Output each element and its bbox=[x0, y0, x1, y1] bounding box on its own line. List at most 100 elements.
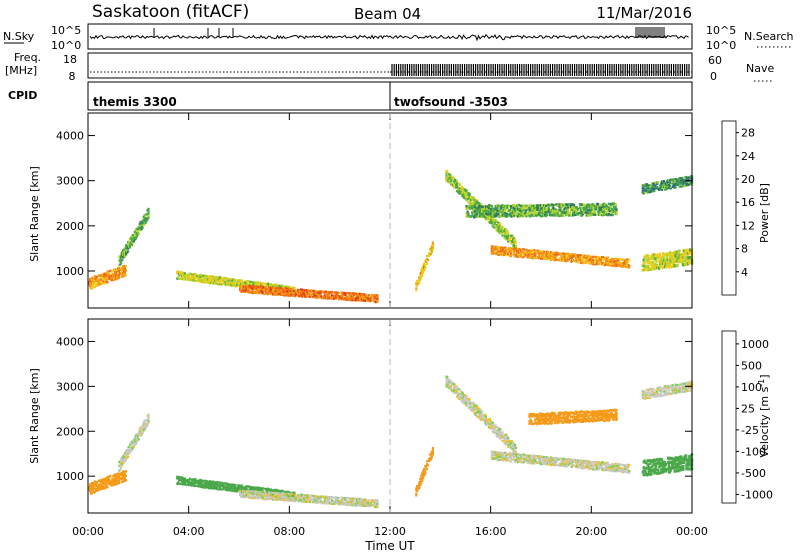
power-echo-cell-7 bbox=[541, 204, 544, 207]
power-echo-cell-0 bbox=[112, 269, 115, 273]
power-echo-cell-9 bbox=[642, 187, 645, 190]
power-echo-cell-3 bbox=[263, 293, 266, 296]
power-echo-cell-7 bbox=[465, 212, 468, 215]
power-echo-cell-5 bbox=[506, 230, 509, 233]
power-echo-cell-6 bbox=[514, 253, 518, 256]
power-echo-cell-3 bbox=[291, 287, 294, 290]
velocity-echo-cell-1 bbox=[147, 415, 150, 418]
velocity-echo-cell-2 bbox=[234, 484, 237, 487]
velocity-echo-cells bbox=[88, 375, 694, 509]
power-echo-cell-5 bbox=[457, 189, 461, 192]
power-echo-cell-8 bbox=[674, 250, 677, 254]
power-echo-cell-6 bbox=[621, 264, 624, 267]
power-echo-cell-7 bbox=[496, 206, 499, 210]
power-echo-cell-7 bbox=[482, 208, 485, 211]
power-echo-cell-8 bbox=[676, 264, 679, 268]
power-echo-cell-0 bbox=[95, 275, 98, 278]
power-echo-cell-6 bbox=[542, 257, 546, 260]
power-echo-cell-8 bbox=[658, 256, 661, 260]
power-echo-cell-7 bbox=[544, 210, 548, 214]
velocity-echo-cell-6 bbox=[501, 456, 504, 459]
power-echo-cell-2 bbox=[200, 277, 203, 280]
velocity-echo-cell-5 bbox=[506, 440, 509, 443]
power-echo-cell-8 bbox=[682, 259, 685, 263]
velocity-echo-cell-0 bbox=[103, 482, 106, 485]
velocity-echo-cell-2 bbox=[202, 479, 205, 482]
velocity-echo-cell-3 bbox=[263, 498, 266, 501]
velocity-echo-cell-2 bbox=[177, 481, 180, 484]
power-echo-cell-7 bbox=[606, 210, 609, 213]
power-echo-cell-3 bbox=[351, 299, 354, 302]
velocity-echo-cell-1 bbox=[120, 466, 123, 469]
power-echo-cell-7 bbox=[500, 212, 503, 216]
velocity-echo-cell-2 bbox=[189, 482, 192, 485]
nave-right-label: Nave bbox=[746, 62, 774, 75]
power-echo-cell-1 bbox=[147, 212, 150, 215]
power-echo-cell-7 bbox=[599, 213, 602, 216]
power-echo-cell-0 bbox=[109, 275, 112, 278]
power-echo-cell-2 bbox=[194, 279, 197, 282]
power-echo-cell-3 bbox=[288, 294, 291, 297]
power-echo-cell-7 bbox=[544, 214, 548, 218]
power-echo-cell-6 bbox=[510, 252, 513, 255]
power-echo-cell-9 bbox=[680, 182, 683, 185]
power-echo-cell-3 bbox=[261, 292, 264, 295]
velocity-echo-cell-5 bbox=[475, 414, 478, 417]
velocity-echo-cell-3 bbox=[376, 504, 379, 507]
power-echo-cell-8 bbox=[655, 259, 658, 263]
power-echo-cell-3 bbox=[245, 284, 248, 287]
power-echo-cell-3 bbox=[352, 296, 355, 299]
power-echo-cell-6 bbox=[602, 264, 605, 266]
power-echo-cell-6 bbox=[555, 258, 558, 261]
power-echo-cell-7 bbox=[570, 214, 573, 217]
power-echo-cell-9 bbox=[672, 182, 675, 185]
power-echo-cell-7 bbox=[488, 204, 491, 207]
power-echo-cell-7 bbox=[487, 210, 490, 214]
power-echo-cell-0 bbox=[89, 285, 92, 288]
velocity-echo-cell-3 bbox=[302, 497, 306, 500]
power-echo-cell-5 bbox=[503, 231, 506, 234]
power-echo-cell-2 bbox=[189, 277, 192, 280]
power-echo-cell-1 bbox=[131, 237, 134, 240]
power-echo-cell-0 bbox=[121, 275, 125, 278]
velocity-echo-cell-3 bbox=[295, 498, 298, 501]
power-echo-cell-6 bbox=[602, 256, 605, 259]
power-echo-cell-5 bbox=[493, 222, 496, 225]
velocity-echo-cell-1 bbox=[133, 436, 136, 439]
power-echo-cell-5 bbox=[456, 182, 459, 185]
velocity-echo-cell-5 bbox=[512, 446, 515, 449]
velocity-echo-cell-5 bbox=[488, 418, 491, 421]
velocity-echo-cell-2 bbox=[181, 480, 185, 483]
power-echo-cell-5 bbox=[490, 222, 493, 225]
power-echo-cell-6 bbox=[608, 264, 611, 267]
power-echo-cell-2 bbox=[188, 276, 191, 279]
power-echo-cell-6 bbox=[624, 264, 627, 267]
velocity-echo-cell-2 bbox=[231, 484, 234, 487]
power-echo-cell-9 bbox=[678, 183, 681, 186]
power-echo-cell-3 bbox=[351, 293, 354, 296]
power-echo-cell-7 bbox=[465, 205, 468, 208]
velocity-echo-cell-5 bbox=[485, 420, 489, 423]
power-echo-cell-9 bbox=[653, 189, 656, 192]
power-echo-cell-7 bbox=[554, 214, 557, 217]
velocity-echo-cell-5 bbox=[510, 442, 513, 445]
velocity-echo-cell-5 bbox=[475, 404, 478, 407]
velocity-echo-cell-3 bbox=[258, 497, 261, 500]
power-echo-cell-2 bbox=[184, 278, 187, 281]
power-echo-cell-4 bbox=[425, 261, 428, 263]
power-echo-cell-7 bbox=[561, 209, 564, 212]
velocity-echo-cell-5 bbox=[481, 413, 484, 416]
velocity-echo-cell-3 bbox=[300, 497, 303, 500]
velocity-echo-cell-6 bbox=[530, 460, 533, 463]
power-echo-cell-6 bbox=[498, 248, 501, 250]
velocity-echo-cell-6 bbox=[495, 450, 498, 453]
velocity-echo-cell-5 bbox=[511, 440, 514, 443]
power-echo-cell-8 bbox=[689, 256, 692, 260]
power-echo-cell-7 bbox=[544, 204, 548, 208]
power-echo-cell-0 bbox=[121, 267, 125, 271]
power-echo-cell-5 bbox=[480, 203, 483, 207]
power-echo-cell-2 bbox=[199, 275, 202, 278]
power-echo-cell-6 bbox=[615, 261, 618, 264]
velocity-echo-cell-1 bbox=[131, 443, 134, 446]
power-echo-cell-6 bbox=[542, 250, 546, 253]
